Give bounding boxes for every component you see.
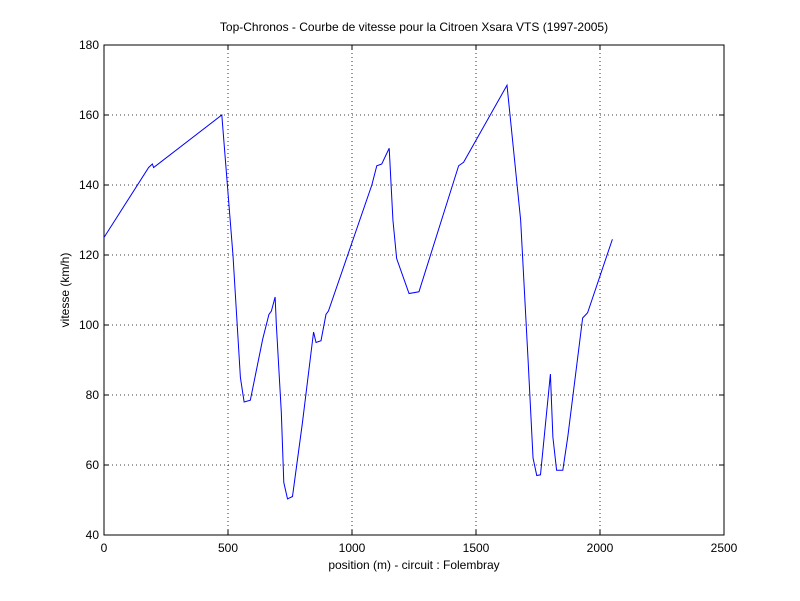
chart-title: Top-Chronos - Courbe de vitesse pour la … [220, 20, 608, 34]
x-tick-label: 2500 [711, 541, 738, 555]
y-tick-label: 120 [79, 248, 99, 262]
y-tick-label: 180 [79, 38, 99, 52]
y-tick-label: 40 [86, 528, 100, 542]
y-axis-label: vitesse (km/h) [58, 253, 72, 328]
y-tick-label: 80 [86, 388, 100, 402]
x-tick-label: 1500 [463, 541, 490, 555]
y-tick-label: 60 [86, 458, 100, 472]
y-tick-label: 100 [79, 318, 99, 332]
y-tick-label: 160 [79, 108, 99, 122]
x-tick-label: 0 [101, 541, 108, 555]
speed-line [103, 83, 613, 500]
x-tick-label: 2000 [587, 541, 614, 555]
x-tick-label: 500 [218, 541, 238, 555]
x-tick-label: 1000 [339, 541, 366, 555]
x-axis-label: position (m) - circuit : Folembray [328, 558, 499, 572]
y-tick-label: 140 [79, 178, 99, 192]
axes-box [103, 44, 725, 536]
plot-area [104, 45, 724, 535]
